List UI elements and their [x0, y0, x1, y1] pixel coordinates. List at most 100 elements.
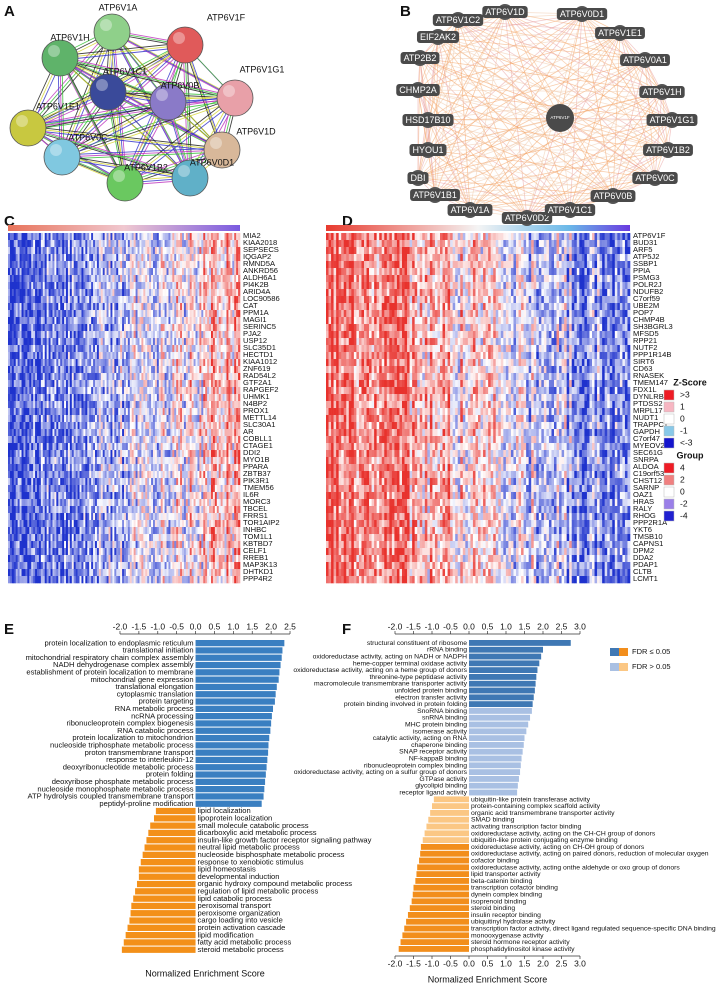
heat-cell [129, 513, 133, 521]
heat-cell [17, 415, 20, 423]
heat-cell [71, 303, 75, 311]
heat-cell [77, 415, 80, 423]
heat-cell [172, 450, 175, 458]
heat-cell [13, 233, 17, 241]
heat-cell [71, 450, 75, 458]
heat-cell [118, 436, 121, 444]
heat-cell [60, 492, 63, 500]
heat-cell [79, 359, 82, 367]
heat-cell [110, 464, 113, 472]
heat-cell [81, 401, 84, 409]
heat-cell [160, 464, 163, 472]
heat-cell [64, 324, 67, 332]
heat-cell [102, 520, 105, 528]
label-box [447, 204, 493, 216]
heat-cell [147, 541, 150, 549]
heat-cell [25, 478, 28, 486]
heat-cell [176, 506, 179, 514]
heat-cell [116, 436, 119, 444]
heat-cell [23, 240, 26, 248]
heat-cell [25, 373, 28, 381]
heat-cell [93, 401, 96, 409]
heat-cell [25, 506, 28, 514]
heat-cell [180, 233, 183, 241]
heat-cell [52, 380, 55, 388]
heat-cell [168, 492, 171, 500]
heat-cell [75, 233, 78, 241]
heat-cell [141, 464, 144, 472]
heat-cell [91, 443, 94, 451]
heat-cell [125, 485, 129, 493]
heat-cell [27, 450, 30, 458]
heat-cell [93, 534, 96, 542]
heat-cell [139, 415, 142, 423]
heat-cell [143, 317, 146, 325]
heat-cell [40, 492, 44, 500]
heat-cell [64, 282, 67, 290]
heat-cell [17, 380, 20, 388]
edge [417, 177, 571, 211]
heat-cell [174, 457, 177, 465]
heat-cell [73, 296, 76, 304]
heat-cell [31, 310, 34, 318]
heat-cell [25, 513, 28, 521]
heat-cell [96, 387, 100, 395]
heat-cell [93, 233, 96, 241]
heat-cell [85, 450, 88, 458]
heat-cell [48, 499, 51, 507]
heat-cell [96, 275, 100, 283]
heat-cell [124, 492, 127, 500]
heat-cell [137, 254, 140, 262]
heat-cell [38, 464, 42, 472]
heat-cell [19, 485, 22, 493]
node-label: ATP6V0D2 [505, 213, 549, 223]
heat-cell [25, 471, 28, 479]
heat-cell [91, 275, 94, 283]
heat-cell [17, 303, 20, 311]
heat-cell [151, 555, 154, 563]
heat-cell [66, 450, 69, 458]
heat-cell [172, 506, 175, 514]
heat-cell [153, 450, 156, 458]
heat-cell [42, 401, 46, 409]
heat-cell [60, 352, 63, 360]
heat-cell [91, 359, 94, 367]
heat-cell [9, 408, 13, 416]
heat-cell [62, 485, 65, 493]
heat-cell [178, 310, 181, 318]
heat-cell [54, 366, 57, 374]
heat-cell [54, 394, 57, 402]
heat-cell [133, 275, 136, 283]
heat-cell [69, 534, 73, 542]
heat-cell [108, 345, 111, 353]
heat-cell [151, 478, 154, 486]
heat-cell [50, 499, 53, 507]
heat-cell [96, 338, 100, 346]
heat-cell [75, 310, 78, 318]
heat-cell [33, 422, 36, 430]
heat-cell [69, 506, 73, 514]
heat-cell [29, 485, 32, 493]
heat-cell [64, 506, 67, 514]
heat-cell [151, 303, 154, 311]
heat-cell [127, 534, 131, 542]
heat-cell [89, 422, 92, 430]
heat-cell [42, 422, 46, 430]
heat-cell [52, 485, 55, 493]
heat-cell [95, 394, 98, 402]
heat-cell [83, 296, 86, 304]
heat-cell [158, 576, 162, 584]
heat-cell [23, 443, 26, 451]
heat-cell [48, 240, 51, 248]
heat-cell [48, 576, 51, 584]
heat-cell [182, 247, 185, 255]
heat-cell [62, 492, 65, 500]
heat-cell [141, 289, 144, 297]
heat-cell [153, 324, 156, 332]
heat-cell [71, 576, 75, 584]
heat-cell [100, 534, 104, 542]
heat-cell [135, 352, 138, 360]
heat-cell [52, 282, 55, 290]
edge [569, 32, 621, 211]
heat-cell [69, 422, 73, 430]
